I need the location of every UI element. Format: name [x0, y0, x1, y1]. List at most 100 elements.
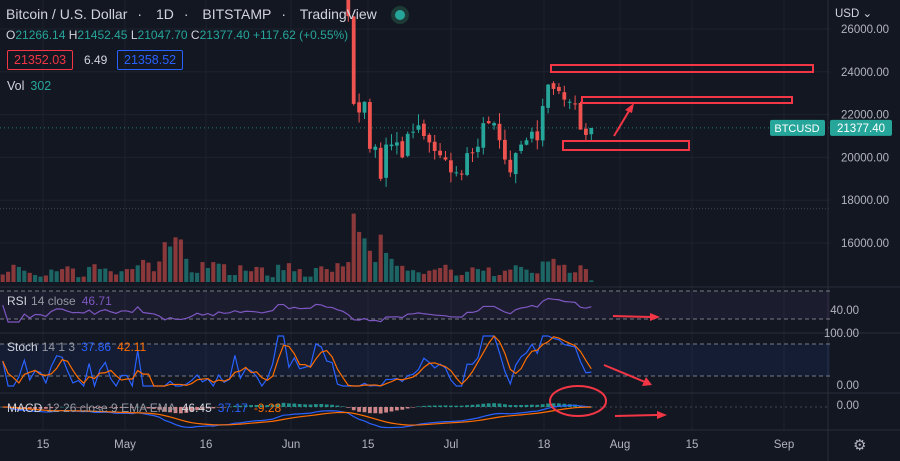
macd-hist-value: 46.45 — [181, 401, 212, 415]
candle-body — [400, 141, 405, 158]
macd-histogram-bar — [405, 407, 410, 409]
macd-arrow-head — [657, 411, 667, 419]
macd-histogram-bar — [292, 403, 297, 407]
volume-legend[interactable]: Vol 302 — [7, 79, 51, 93]
candle — [416, 114, 421, 133]
volume-bar — [556, 265, 561, 282]
macd-histogram-bar — [540, 404, 545, 407]
macd-histogram-bar — [508, 405, 513, 407]
macd-histogram-bar — [395, 407, 399, 411]
rsi-arrow-head — [650, 313, 660, 321]
candle — [540, 98, 545, 147]
volume-bar — [103, 268, 108, 282]
candle — [378, 142, 383, 182]
candle-body — [416, 125, 421, 130]
volume-bar — [54, 271, 59, 282]
volume-bar — [92, 264, 97, 282]
macd-legend[interactable]: MACD 12 26 close 9 EMA EMA 46.45 37.17 -9.28 — [7, 401, 281, 415]
candle — [557, 83, 561, 95]
symbol-header[interactable]: Bitcoin / U.S. Dollar · 1D · BITSTAMP · Tra… — [6, 6, 415, 22]
volume-bar — [589, 280, 594, 282]
rsi-value: 46.71 — [81, 294, 112, 308]
currency-selector[interactable]: USD ⌄ — [835, 6, 872, 20]
volume-label: Vol — [7, 79, 25, 93]
candle — [384, 137, 388, 187]
volume-bars — [0, 213, 594, 282]
price-tick-label: 18000.00 — [841, 195, 889, 207]
volume-bar — [130, 269, 135, 282]
volume-bar — [216, 263, 221, 282]
price-tick-label: 24000.00 — [841, 67, 889, 79]
volume-bar — [405, 270, 410, 282]
volume-bar — [168, 246, 173, 282]
volume-bar — [135, 265, 140, 282]
macd-histogram-bar — [503, 404, 507, 407]
interval-label[interactable]: 1D — [155, 6, 174, 22]
candle-body — [432, 141, 437, 151]
macd-histogram-bar — [470, 404, 475, 407]
gear-icon[interactable]: ⚙ — [853, 437, 867, 454]
volume-bar — [470, 267, 475, 282]
macd-histogram-bar — [38, 407, 43, 409]
macd-histogram-bar — [195, 407, 199, 411]
macd-histogram-bar — [497, 403, 502, 407]
low-label: L — [130, 28, 138, 42]
stoch-d-value: 42.11 — [117, 340, 147, 354]
sell-price-button[interactable]: 21352.03 — [7, 50, 74, 70]
candle — [503, 129, 507, 165]
candle — [400, 136, 405, 159]
rsi-legend[interactable]: RSI 14 close 46.71 — [7, 294, 112, 308]
time-axis[interactable]: 15 May 16 Jun 15 Jul 18 Aug 15 Sep — [37, 439, 795, 451]
source-label: TradingView — [299, 6, 377, 22]
volume-bar — [583, 269, 588, 282]
drawn-annotations[interactable] — [549, 64, 814, 419]
macd-histogram-bar — [168, 407, 172, 413]
volume-bar — [384, 252, 389, 282]
volume-bar — [254, 266, 259, 282]
volume-bar — [38, 276, 43, 282]
buy-price-button[interactable]: 21358.52 — [117, 50, 184, 70]
candle — [389, 134, 394, 151]
candle-body — [384, 144, 388, 178]
volume-bar — [340, 266, 345, 282]
volume-bar — [459, 275, 464, 282]
macd-histogram-bar — [227, 406, 232, 408]
macd-histogram-bar — [119, 407, 124, 408]
candle-body — [578, 102, 583, 130]
macd-name: MACD — [7, 401, 43, 415]
macd-histogram-bar — [92, 407, 97, 409]
macd-signal-value: -9.28 — [253, 401, 282, 415]
stoch-tick-label: 100.00 — [824, 328, 859, 340]
volume-bar — [178, 239, 183, 282]
candle-body — [449, 160, 453, 173]
volume-bar — [173, 237, 178, 282]
candle — [449, 152, 453, 183]
candle-body — [492, 123, 496, 126]
volume-bar — [276, 264, 281, 282]
macd-histogram-bar — [71, 407, 75, 408]
candle-body — [513, 153, 518, 175]
price-candles[interactable] — [1, 0, 594, 187]
candle-body — [427, 134, 432, 143]
stoch-name: Stoch — [7, 340, 38, 354]
candle — [395, 131, 399, 155]
macd-line-value: 37.17 — [217, 401, 248, 415]
macd-histogram-bar — [211, 407, 216, 409]
volume-bar — [443, 264, 448, 282]
macd-histogram-bar — [449, 405, 453, 407]
candle-body — [454, 172, 459, 174]
macd-histogram-bar — [422, 405, 426, 407]
stoch-legend[interactable]: Stoch 14 1 3 37.86 42.11 — [7, 340, 146, 354]
candle — [465, 146, 469, 177]
candle-body — [486, 121, 491, 124]
candle-body — [395, 142, 399, 146]
volume-bar — [303, 276, 308, 282]
candle-body — [508, 159, 513, 173]
price-axis[interactable]: 26000.00 24000.00 22000.00 20000.00 18000.00… — [770, 24, 892, 412]
candle-body — [481, 123, 486, 148]
macd-params: 12 26 close 9 EMA EMA — [46, 401, 176, 415]
macd-histogram-bar — [589, 406, 594, 408]
symbol-title[interactable]: Bitcoin / U.S. Dollar — [6, 6, 128, 22]
volume-bar — [11, 264, 16, 282]
